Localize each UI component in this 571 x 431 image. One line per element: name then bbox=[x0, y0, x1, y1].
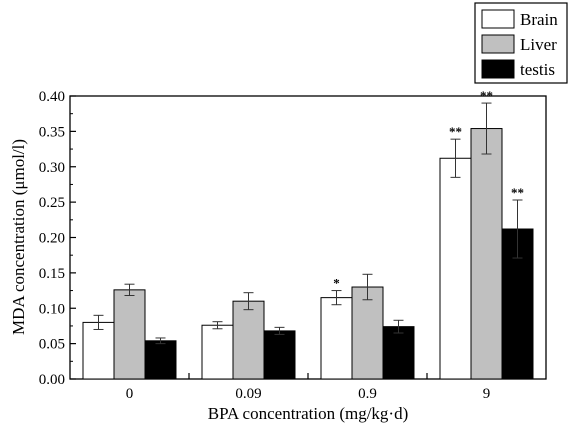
y-axis: 0.00 0.05 0.10 0.15 0.20 0.25 0.30 0.35 0.40 bbox=[39, 89, 76, 388]
legend-label-testis: testis bbox=[520, 60, 555, 79]
bar-liver-9 bbox=[470, 128, 503, 380]
x-axis-label: BPA concentration (mg/kg·d) bbox=[208, 404, 409, 423]
legend: Brain Liver testis bbox=[474, 2, 568, 84]
x-tick-label: 0 bbox=[126, 386, 134, 402]
x-tick-label: 9 bbox=[483, 386, 491, 402]
significance-mark: ** bbox=[449, 124, 462, 139]
bar-testis-0.9 bbox=[382, 326, 415, 380]
x-tick-label: 0.09 bbox=[235, 386, 261, 402]
bar-brain-0.9 bbox=[320, 297, 353, 380]
legend-swatch-brain bbox=[481, 9, 515, 29]
bar-brain-9 bbox=[439, 157, 472, 380]
bar-liver-0 bbox=[113, 289, 146, 380]
bar-brain-0 bbox=[82, 321, 115, 380]
bar-testis-0 bbox=[144, 340, 177, 380]
bar-liver-0.09 bbox=[232, 300, 265, 380]
x-tick-label: 0.9 bbox=[358, 386, 377, 402]
legend-swatch-liver bbox=[481, 34, 515, 54]
bars-layer: ******* bbox=[82, 88, 534, 380]
significance-mark: * bbox=[333, 276, 340, 291]
y-tick-label: 0.35 bbox=[39, 124, 65, 140]
y-tick-label: 0.00 bbox=[39, 372, 65, 388]
y-tick-label: 0.05 bbox=[39, 337, 65, 353]
y-tick-label: 0.20 bbox=[39, 231, 65, 247]
significance-mark: ** bbox=[480, 88, 493, 103]
significance-mark: ** bbox=[511, 185, 524, 200]
y-tick-label: 0.40 bbox=[39, 89, 65, 105]
bar-liver-0.9 bbox=[351, 286, 384, 380]
x-axis: 0 0.09 0.9 9 bbox=[126, 373, 491, 402]
y-tick-label: 0.10 bbox=[39, 301, 65, 317]
legend-label-liver: Liver bbox=[520, 35, 557, 54]
y-tick-label: 0.25 bbox=[39, 195, 65, 211]
y-tick-label: 0.15 bbox=[39, 266, 65, 282]
legend-label-brain: Brain bbox=[520, 10, 558, 29]
bar-brain-0.09 bbox=[201, 324, 234, 380]
y-tick-label: 0.30 bbox=[39, 160, 65, 176]
y-axis-label: MDA concentration (μmol/l) bbox=[9, 139, 28, 335]
legend-swatch-testis bbox=[481, 59, 515, 79]
bar-testis-0.09 bbox=[263, 330, 296, 380]
